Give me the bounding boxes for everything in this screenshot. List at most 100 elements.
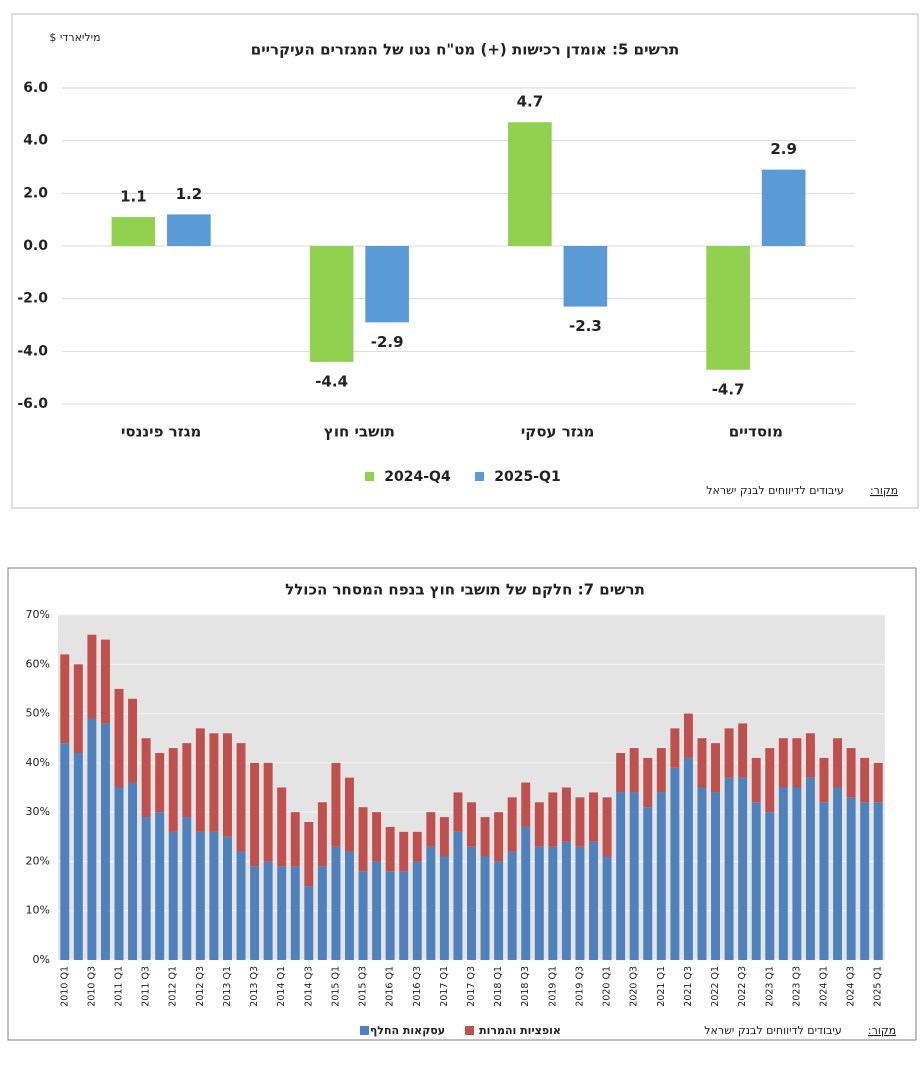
x-tick-label: 2015 Q3 xyxy=(358,966,369,1007)
bar xyxy=(412,861,422,960)
bar xyxy=(643,757,653,808)
x-tick-label: 2019 Q1 xyxy=(547,966,558,1007)
bar xyxy=(480,856,490,960)
x-tick-label: 2016 Q3 xyxy=(412,966,423,1007)
y-tick-label: 0.0 xyxy=(23,238,48,254)
x-tick-label: 2014 Q3 xyxy=(303,966,314,1007)
bar xyxy=(168,748,178,832)
data-label: 4.7 xyxy=(517,93,544,111)
bar xyxy=(263,861,273,960)
bar xyxy=(819,802,829,960)
data-label: 1.1 xyxy=(120,188,147,206)
bar xyxy=(724,777,734,960)
y-tick-label: 4.0 xyxy=(23,133,48,149)
bar xyxy=(697,738,707,788)
bar xyxy=(73,664,83,753)
legend-label: 2025-Q1 xyxy=(494,469,560,485)
bar xyxy=(385,826,395,872)
bar xyxy=(589,792,598,842)
x-tick-label: 2024 Q1 xyxy=(818,966,829,1007)
bar xyxy=(358,871,368,960)
legend-label: עסקאות החלף xyxy=(370,1024,445,1037)
y-tick-label: 6.0 xyxy=(23,80,48,96)
bar xyxy=(778,738,788,788)
x-tick-label: 2022 Q3 xyxy=(737,966,748,1007)
bar xyxy=(521,782,531,827)
bar xyxy=(629,748,639,793)
source-label: מקור: xyxy=(868,1024,896,1037)
bar xyxy=(846,797,856,960)
bar xyxy=(833,787,843,960)
bar xyxy=(602,856,612,960)
bar xyxy=(168,831,178,960)
bar xyxy=(128,782,138,960)
bar xyxy=(792,787,802,960)
bar xyxy=(426,812,436,847)
bar xyxy=(453,831,463,960)
source: עיבודים לדיווחים לבנק ישראל xyxy=(706,484,844,497)
bar xyxy=(412,831,422,862)
bar xyxy=(250,762,260,867)
bar xyxy=(860,802,870,960)
bar xyxy=(494,861,504,960)
bar xyxy=(277,787,287,867)
chart-title: תרשים 7: חלקם של תושבי חוץ בנפח המסחר הכ… xyxy=(285,581,645,599)
bar xyxy=(155,753,165,813)
bar xyxy=(182,743,192,818)
bar xyxy=(521,826,531,960)
bar xyxy=(575,797,585,847)
bar xyxy=(589,841,598,960)
bar xyxy=(87,718,97,960)
y-tick-label: -6.0 xyxy=(17,396,48,412)
bar xyxy=(602,797,612,857)
bar xyxy=(345,851,354,960)
bar xyxy=(385,871,395,960)
bar xyxy=(683,713,693,758)
source: עיבודים לדיווחים לבנק ישראל xyxy=(704,1024,842,1037)
bar xyxy=(209,831,219,960)
x-tick-label: 2015 Q1 xyxy=(330,966,341,1007)
bar xyxy=(761,169,806,246)
bar xyxy=(751,757,761,803)
bar xyxy=(141,738,151,818)
bar xyxy=(833,738,843,788)
bar xyxy=(507,851,517,960)
bar xyxy=(331,846,341,960)
bar xyxy=(738,777,748,960)
bar xyxy=(670,767,680,960)
bar xyxy=(860,757,870,803)
bar xyxy=(317,802,327,867)
bar xyxy=(765,748,775,813)
x-tick-label: 2019 Q3 xyxy=(574,966,585,1007)
bar xyxy=(467,846,476,960)
bar xyxy=(331,762,341,847)
bar xyxy=(563,246,608,307)
bar xyxy=(317,866,327,960)
x-tick-label: 2021 Q3 xyxy=(683,966,694,1007)
bar xyxy=(548,792,558,847)
bar xyxy=(711,792,721,960)
bar xyxy=(683,757,693,960)
bar xyxy=(873,762,883,803)
bar xyxy=(277,866,287,960)
bar xyxy=(250,866,260,960)
bar xyxy=(399,871,409,960)
bar xyxy=(616,792,626,960)
bar xyxy=(209,733,219,832)
x-tick-label: 2013 Q3 xyxy=(249,966,260,1007)
chart-frame xyxy=(11,13,919,509)
data-label: -4.7 xyxy=(712,380,745,398)
bar xyxy=(182,817,192,960)
y-tick-label: 50% xyxy=(26,707,50,720)
x-tick-label: 2016 Q1 xyxy=(385,966,396,1007)
x-tick-label: 2012 Q1 xyxy=(168,966,179,1007)
bar xyxy=(548,846,558,960)
bar xyxy=(372,812,382,862)
bar xyxy=(656,792,666,960)
bar xyxy=(805,733,815,778)
bar xyxy=(263,762,273,862)
bar xyxy=(195,831,205,960)
legend-label: 2024-Q4 xyxy=(384,469,451,485)
bar xyxy=(167,214,211,246)
y-tick-label: 40% xyxy=(26,756,50,769)
